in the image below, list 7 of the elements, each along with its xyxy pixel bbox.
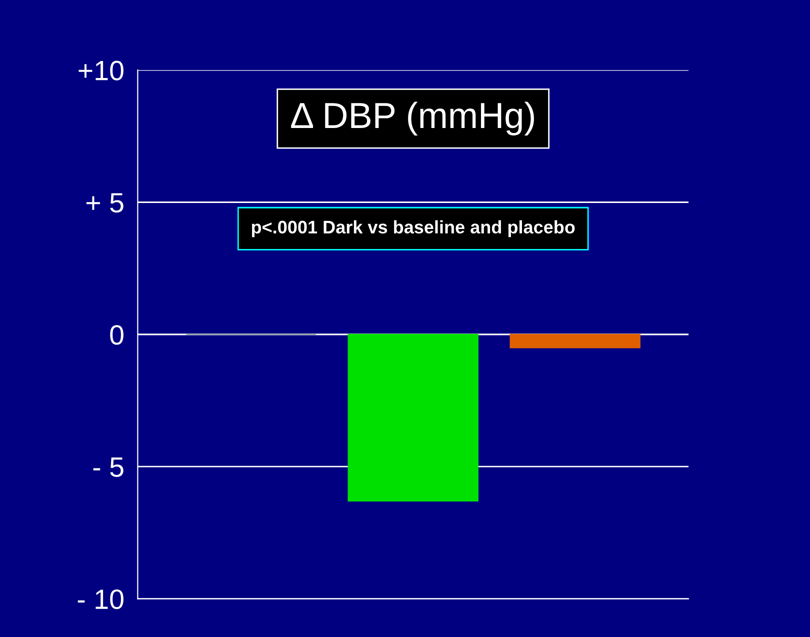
y-tick-label: - 5	[93, 458, 124, 477]
annotation: p<.0001 Dark vs baseline and placebo	[252, 220, 575, 238]
y-tick-label: 0	[110, 325, 124, 345]
y-tick-label: - 10	[78, 589, 124, 610]
text: Δ DBP (mmHg)	[291, 102, 534, 136]
y-tick-label: +10	[78, 60, 124, 80]
y-tick-label: + 5	[86, 193, 124, 213]
